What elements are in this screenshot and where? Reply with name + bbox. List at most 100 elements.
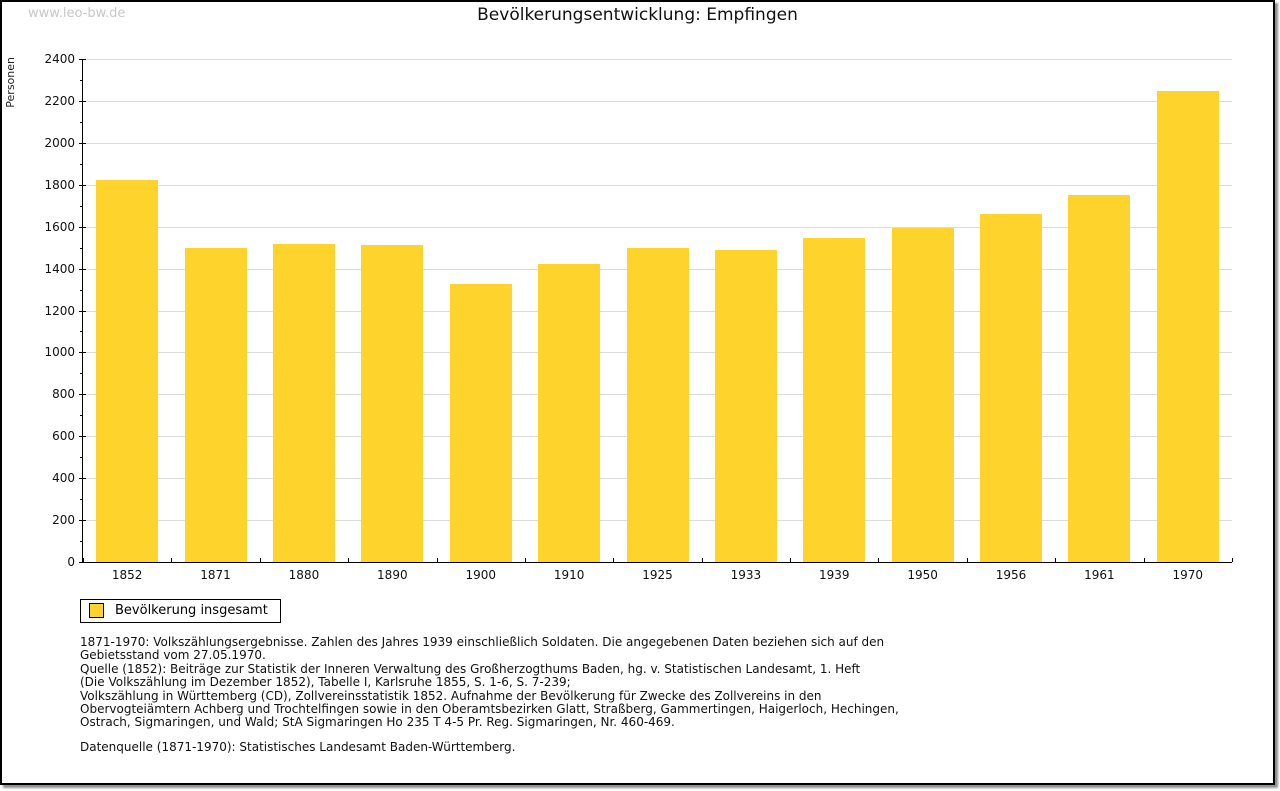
y-minor-tick-100	[80, 541, 83, 543]
x-tick-7	[701, 558, 703, 562]
bar-1939	[803, 238, 866, 562]
footnote-line-3: Quelle (1852): Beiträge zur Statistik de…	[80, 661, 861, 676]
x-tick-9	[878, 558, 880, 562]
x-tick-label-1950: 1950	[907, 568, 938, 582]
y-tick-1400	[79, 268, 86, 270]
footnote-line-4: (Die Volkszählung im Dezember 1852), Tab…	[80, 675, 571, 690]
data-source-line: Datenquelle (1871-1970): Statistisches L…	[80, 740, 516, 754]
x-tick-4	[436, 558, 438, 562]
bar-1961	[1068, 195, 1131, 562]
y-tick-200	[79, 520, 86, 522]
y-tick-label-600: 600	[52, 429, 75, 444]
y-tick-label-1200: 1200	[44, 303, 75, 318]
bar-1890	[361, 245, 424, 562]
x-tick-label-1910: 1910	[553, 568, 585, 582]
y-tick-label-0: 0	[67, 555, 75, 569]
bar-1871	[184, 248, 247, 562]
x-tick-label-1900: 1900	[465, 568, 496, 582]
x-tick-1	[171, 558, 173, 562]
gridline-2000	[83, 142, 1232, 144]
y-tick-400	[79, 478, 86, 480]
y-minor-tick-1700	[80, 205, 83, 207]
x-tick-label-1880: 1880	[288, 568, 320, 582]
gridline-1600	[83, 226, 1232, 228]
x-tick-2	[259, 558, 261, 562]
x-tick-label-1871: 1871	[200, 568, 231, 582]
legend-swatch	[89, 603, 104, 618]
plot-area: 0 200 400 600 800 1000 1200 1400 1600 1800 2000 220…	[44, 52, 1233, 582]
page-title: Bevölkerungsentwicklung: Empfingen	[477, 5, 798, 25]
y-tick-2400	[79, 59, 86, 60]
y-tick-1200	[79, 310, 86, 312]
y-tick-label-2000: 2000	[44, 135, 75, 150]
bar-1852	[96, 180, 159, 562]
bar-1950	[891, 228, 954, 562]
y-tick-800	[79, 394, 86, 396]
x-tick-12	[1143, 558, 1145, 562]
y-minor-tick-1900	[80, 163, 83, 165]
x-tick-label-1956: 1956	[995, 568, 1027, 582]
bar-1970	[1156, 90, 1219, 562]
x-tick-label-1852: 1852	[111, 568, 143, 582]
x-tick-13	[1232, 558, 1233, 562]
y-tick-label-1600: 1600	[44, 219, 75, 234]
y-minor-tick-300	[80, 499, 83, 501]
x-tick-label-1970: 1970	[1172, 568, 1204, 582]
y-axis-label: Personen	[4, 57, 17, 108]
y-tick-2200	[79, 100, 86, 102]
y-tick-1000	[79, 352, 86, 354]
x-tick-label-1925: 1925	[642, 568, 673, 582]
y-tick-label-1000: 1000	[44, 345, 75, 360]
y-minor-tick-2300	[80, 79, 83, 81]
bar-1933	[714, 249, 777, 562]
y-tick-label-2200: 2200	[44, 93, 75, 108]
y-tick-label-1800: 1800	[44, 177, 75, 192]
x-tick-10	[966, 558, 968, 562]
y-tick-2000	[79, 142, 86, 144]
y-tick-label-200: 200	[52, 513, 75, 528]
y-minor-tick-500	[80, 457, 83, 459]
footnotes: 1871-1970: Volkszählungsergebnisse. Zahl…	[80, 635, 899, 730]
footnote-line-1: 1871-1970: Volkszählungsergebnisse. Zahl…	[80, 635, 885, 649]
legend-label: Bevölkerung insgesamt	[115, 603, 268, 618]
x-tick-label-1961: 1961	[1084, 568, 1115, 582]
x-tick-11	[1055, 558, 1057, 562]
y-minor-tick-1100	[80, 331, 83, 333]
footnote-line-5: Volkszählung in Württemberg (CD), Zollve…	[80, 688, 822, 703]
y-minor-tick-1500	[80, 247, 83, 249]
gridline-2200	[83, 100, 1232, 102]
footnote-line-7: Ostrach, Sigmaringen, und Wald; StA Sigm…	[80, 715, 675, 730]
bar-1880	[272, 244, 335, 562]
y-tick-label-1400: 1400	[44, 261, 75, 276]
gridline-2400	[83, 59, 1232, 60]
bar-1910	[538, 264, 601, 562]
y-tick-600	[79, 436, 86, 438]
watermark: www.leo-bw.de	[28, 6, 126, 21]
y-tick-label-400: 400	[52, 471, 75, 486]
legend: Bevölkerung insgesamt	[80, 599, 281, 623]
x-tick-3	[348, 558, 350, 562]
bar-1925	[626, 248, 689, 562]
y-tick-0	[79, 562, 86, 563]
footnote-line-2: Gebietsstand vom 27.05.1970.	[80, 648, 266, 663]
bar-1900	[449, 284, 512, 562]
footnote-line-6: Obervogteiämtern Achberg und Trochtelfin…	[80, 702, 899, 717]
y-tick-1600	[79, 226, 86, 228]
x-tick-6	[613, 558, 615, 562]
y-minor-tick-2100	[80, 121, 83, 123]
x-tick-label-1933: 1933	[730, 568, 762, 582]
y-minor-tick-700	[80, 415, 83, 417]
x-tick-8	[790, 558, 792, 562]
x-tick-label-1939: 1939	[818, 568, 850, 582]
x-tick-5	[524, 558, 526, 562]
y-minor-tick-900	[80, 373, 83, 375]
y-tick-label-2400: 2400	[44, 52, 75, 66]
gridline-1800	[83, 184, 1232, 186]
x-tick-0	[83, 558, 84, 562]
x-tick-label-1890: 1890	[377, 568, 408, 582]
y-minor-tick-1300	[80, 289, 83, 291]
bar-1956	[980, 213, 1043, 562]
y-tick-label-800: 800	[52, 387, 75, 402]
y-tick-1800	[79, 184, 86, 186]
